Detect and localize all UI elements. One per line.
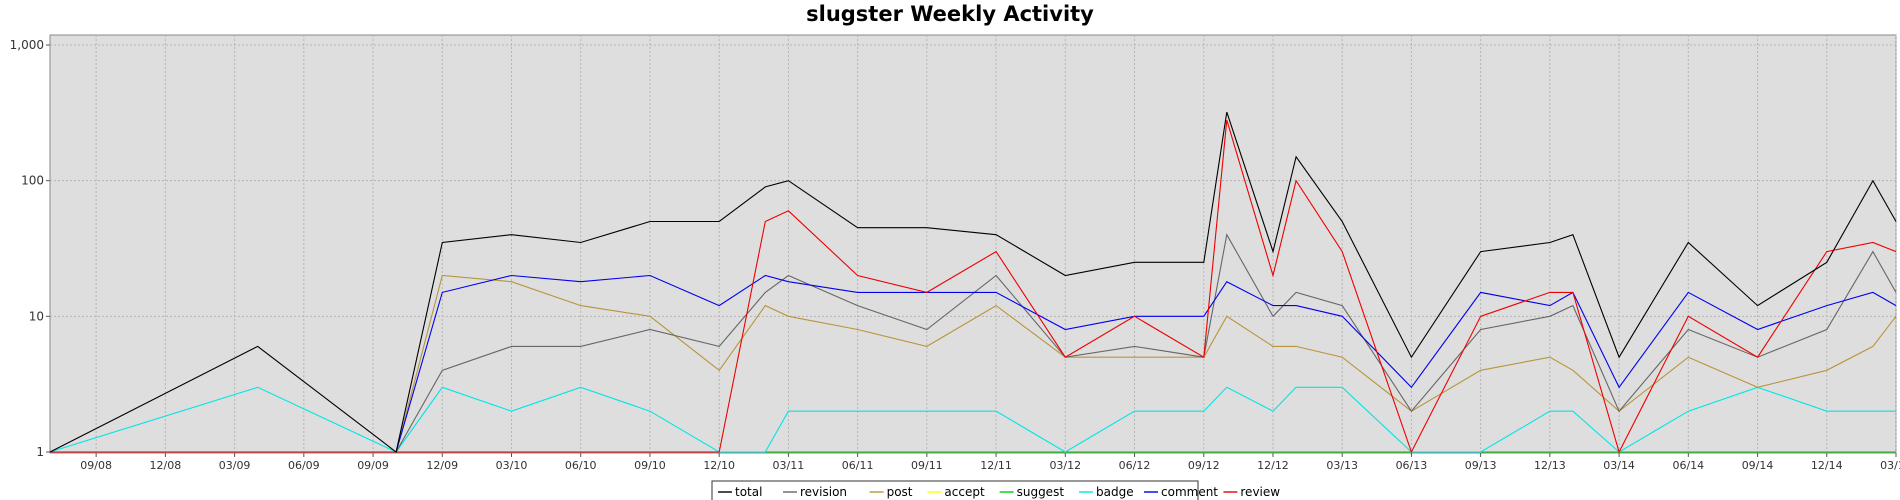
x-tick-label: 06/11 bbox=[842, 459, 874, 472]
chart-title: slugster Weekly Activity bbox=[806, 2, 1094, 26]
legend-label-revision: revision bbox=[800, 485, 847, 499]
x-tick-label: 12/10 bbox=[703, 459, 735, 472]
x-tick-label: 06/12 bbox=[1119, 459, 1151, 472]
series-line-revision bbox=[50, 233, 1897, 453]
x-tick-label: 06/09 bbox=[288, 459, 320, 472]
x-tick-label: 09/09 bbox=[357, 459, 389, 472]
x-axis: 09/08 12/08 03/09 06/09 09/09 12/09 03/10 06/10… bbox=[80, 453, 1900, 472]
legend: total revision post accept suggest badge comme… bbox=[711, 480, 1280, 500]
legend-label-total: total bbox=[735, 485, 762, 499]
x-tick-label: 09/12 bbox=[1188, 459, 1220, 472]
x-tick-label: 03/14 bbox=[1603, 459, 1635, 472]
y-tick-label: 100 bbox=[21, 174, 44, 188]
x-tick-label: 12/11 bbox=[980, 459, 1012, 472]
x-tick-label: 03/12 bbox=[1049, 459, 1081, 472]
x-tick-label: 03/10 bbox=[496, 459, 528, 472]
x-tick-label: 06/14 bbox=[1672, 459, 1704, 472]
legend-box bbox=[711, 480, 1199, 500]
series-line-review bbox=[50, 119, 1897, 454]
x-tick-label: 09/08 bbox=[80, 459, 112, 472]
legend-label-comment: comment bbox=[1161, 485, 1218, 499]
x-tick-label: 06/13 bbox=[1396, 459, 1428, 472]
x-tick-label: 09/13 bbox=[1465, 459, 1497, 472]
x-tick-label: 12/09 bbox=[426, 459, 458, 472]
series-line-comment bbox=[50, 274, 1897, 453]
y-tick-label: 10 bbox=[29, 309, 44, 323]
gridlines bbox=[50, 35, 1897, 453]
series-layer bbox=[49, 111, 1897, 454]
legend-label-accept: accept bbox=[944, 485, 985, 499]
y-tick-label: 1,000 bbox=[10, 38, 44, 52]
x-tick-label: 12/12 bbox=[1257, 459, 1289, 472]
x-tick-label: 03/13 bbox=[1326, 459, 1358, 472]
y-tick-label: 1 bbox=[36, 445, 44, 459]
x-tick-label: 12/14 bbox=[1811, 459, 1843, 472]
series-line-total bbox=[49, 111, 1897, 453]
x-tick-label: 06/10 bbox=[565, 459, 597, 472]
x-tick-label: 03/09 bbox=[219, 459, 251, 472]
x-tick-label: 09/10 bbox=[634, 459, 666, 472]
x-tick-label: 03/11 bbox=[773, 459, 805, 472]
legend-label-badge: badge bbox=[1096, 485, 1134, 499]
x-tick-label: 03/15 bbox=[1880, 459, 1900, 472]
x-tick-label: 09/11 bbox=[911, 459, 943, 472]
x-tick-label: 09/14 bbox=[1742, 459, 1774, 472]
legend-label-post: post bbox=[887, 485, 913, 499]
series-line-badge bbox=[49, 386, 1896, 453]
x-tick-label: 12/08 bbox=[150, 459, 182, 472]
x-tick-label: 12/13 bbox=[1534, 459, 1566, 472]
series-line-post bbox=[50, 274, 1897, 453]
legend-label-review: review bbox=[1240, 485, 1280, 499]
y-axis: 1 10 100 1,000 bbox=[10, 38, 50, 459]
legend-label-suggest: suggest bbox=[1017, 485, 1065, 499]
